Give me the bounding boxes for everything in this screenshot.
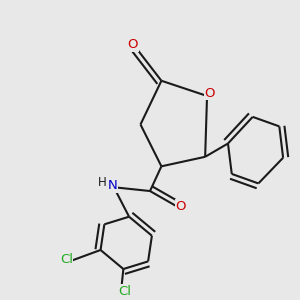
Text: Cl: Cl <box>118 285 131 298</box>
Text: O: O <box>176 200 186 213</box>
Text: O: O <box>128 38 138 51</box>
Text: Cl: Cl <box>60 253 73 266</box>
Text: O: O <box>205 87 215 100</box>
Text: N: N <box>108 179 117 192</box>
Text: H: H <box>98 176 107 190</box>
